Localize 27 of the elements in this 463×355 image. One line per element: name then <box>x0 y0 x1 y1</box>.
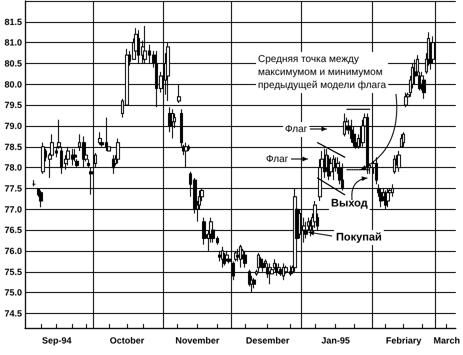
y-tick-label: 76.0 <box>4 246 22 256</box>
annotation: Флаг <box>266 154 289 165</box>
y-tick-label: 80.0 <box>4 79 22 90</box>
y-tick-label: 75.5 <box>4 266 22 277</box>
annotation: Выход <box>331 198 368 210</box>
y-tick-label: 78.5 <box>4 142 22 152</box>
x-tick-label: Febriary <box>386 336 422 346</box>
y-tick-label: 79.0 <box>4 120 22 131</box>
y-tick-label: 80.5 <box>4 58 22 68</box>
y-tick-label: 77.0 <box>4 204 22 214</box>
y-tick-label: 74.5 <box>4 308 22 318</box>
x-tick-label: March <box>433 336 460 346</box>
x-tick-label: Jan-95 <box>321 336 350 346</box>
y-tick-label: 75.0 <box>4 288 22 298</box>
y-tick-label: 79.5 <box>4 100 22 110</box>
annotation: Средняя точка между максимумом и минимумом предыдущей модели флага <box>258 54 387 91</box>
y-tick-label: 81.0 <box>4 38 22 48</box>
y-tick-label: 77.5 <box>4 183 22 194</box>
x-tick-label: Sep-94 <box>42 336 72 346</box>
y-tick-label: 81.5 <box>4 16 22 27</box>
annotation: Флаг <box>285 124 308 135</box>
x-tick-label: October <box>110 336 145 346</box>
y-tick-label: 78.0 <box>4 162 22 173</box>
x-tick-label: November <box>175 336 220 346</box>
y-tick-label: 76.5 <box>4 225 22 236</box>
x-tick-label: Desember <box>246 336 290 346</box>
annotation: Покупай <box>336 232 382 244</box>
